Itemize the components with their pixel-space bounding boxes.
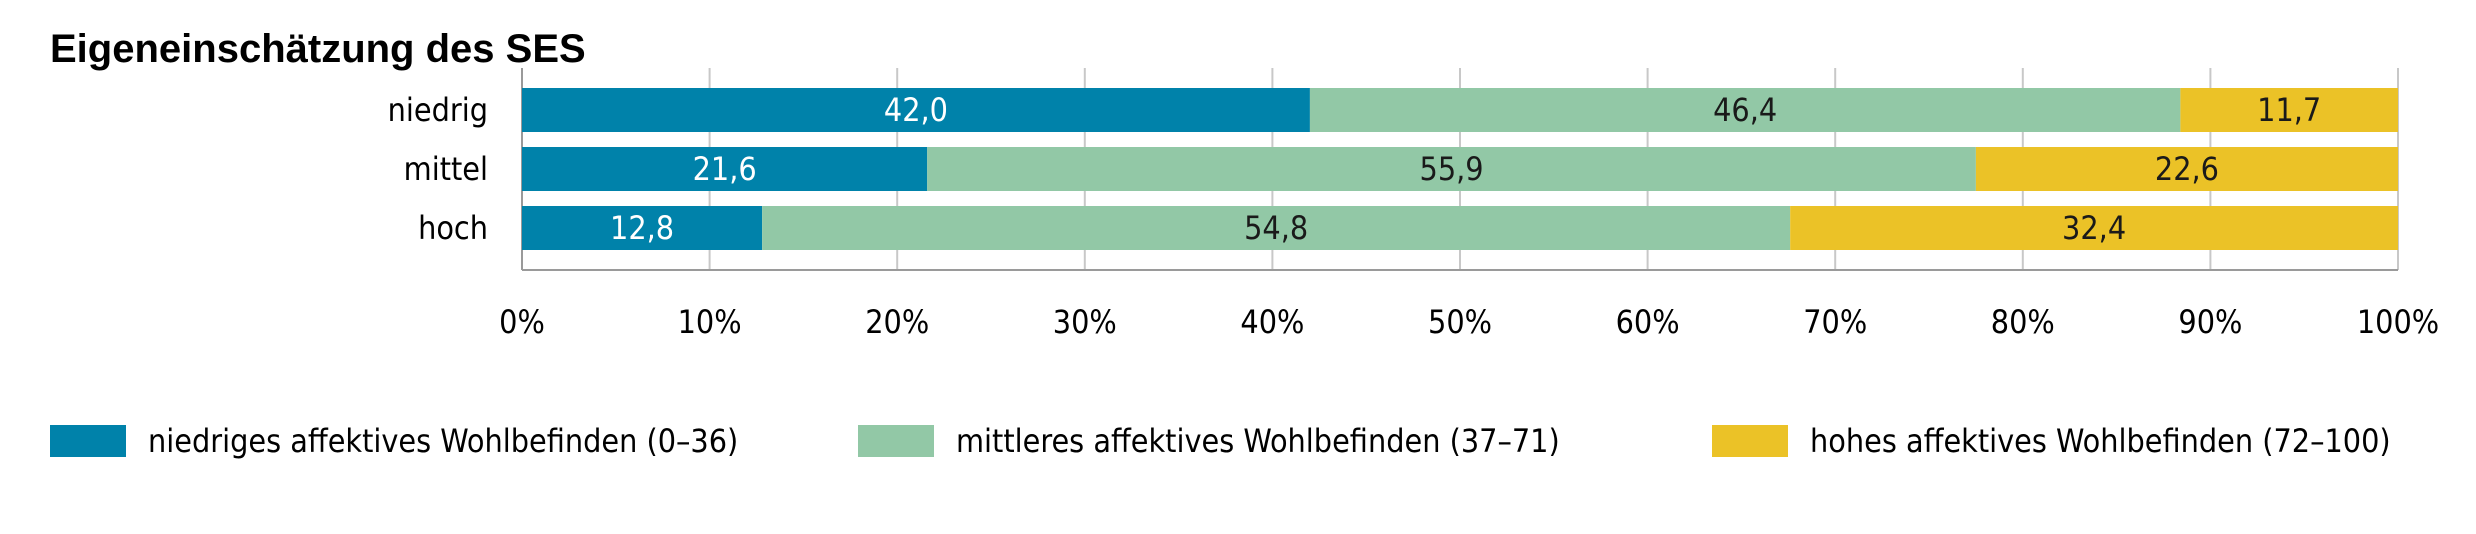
legend: niedriges affektives Wohlbefinden (0–36)… — [50, 422, 2391, 460]
data-label: 11,7 — [2257, 91, 2321, 129]
bar-segment — [1309, 88, 2181, 132]
legend-label: mittleres affektives Wohlbefinden (37–71… — [956, 422, 1560, 460]
bar-segment — [927, 147, 1976, 191]
bar-segment — [2180, 88, 2398, 132]
tick-label: 40% — [1240, 303, 1304, 341]
bar-segment — [1790, 206, 2398, 250]
data-label: 54,8 — [1244, 209, 1308, 247]
bar-segment — [1975, 147, 2398, 191]
legend-label: hohes affektives Wohlbefinden (72–100) — [1810, 422, 2391, 460]
bars: 42,0 46,4 11,7 21,6 55,9 22,6 12,8 54,8 32,4 — [522, 88, 2398, 250]
legend-swatch — [50, 425, 126, 457]
bar-segment — [762, 206, 1791, 250]
tick-label: 60% — [1616, 303, 1680, 341]
x-axis-ticks: 0% 10% 20% 30% 40% 50% 60% 70% 80% 90% 100% — [499, 303, 2439, 341]
tick-label: 90% — [2178, 303, 2242, 341]
data-label: 21,6 — [693, 150, 757, 188]
tick-label: 30% — [1053, 303, 1117, 341]
data-label: 32,4 — [2062, 209, 2126, 247]
category-label: niedrig — [388, 91, 488, 129]
legend-swatch — [1712, 425, 1788, 457]
category-label: mittel — [404, 150, 488, 188]
data-label: 12,8 — [610, 209, 674, 247]
data-label: 55,9 — [1420, 150, 1484, 188]
category-label: hoch — [418, 209, 488, 247]
legend-swatch — [858, 425, 934, 457]
tick-label: 0% — [499, 303, 545, 341]
chart-title: Eigeneinschätzung des SES — [50, 27, 586, 71]
tick-label: 50% — [1428, 303, 1492, 341]
data-label: 46,4 — [1713, 91, 1777, 129]
tick-label: 100% — [2357, 303, 2439, 341]
legend-label: niedriges affektives Wohlbefinden (0–36) — [148, 422, 738, 460]
tick-label: 20% — [865, 303, 929, 341]
data-label: 42,0 — [884, 91, 948, 129]
tick-label: 70% — [1803, 303, 1867, 341]
tick-label: 80% — [1991, 303, 2055, 341]
category-labels: niedrig mittel hoch — [388, 91, 488, 247]
data-label: 22,6 — [2155, 150, 2219, 188]
bar-segment — [522, 147, 928, 191]
tick-label: 10% — [678, 303, 742, 341]
bar-segment — [522, 206, 763, 250]
bar-segment — [522, 88, 1310, 132]
